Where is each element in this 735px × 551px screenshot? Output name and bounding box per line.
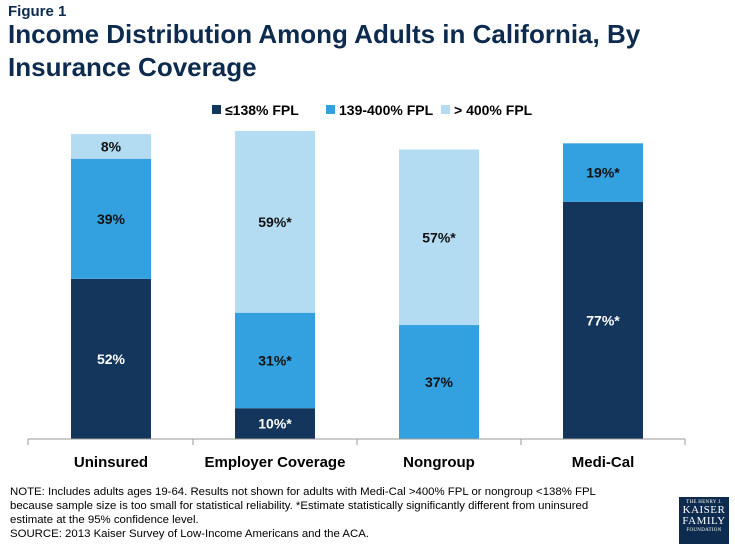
x-axis-ticks	[27, 439, 686, 445]
data-label: 57%*	[422, 229, 456, 245]
x-axis-labels: Uninsured Employer Coverage Nongroup Medi-C…	[74, 454, 634, 471]
legend-swatch-138-fpl	[212, 105, 221, 114]
logo-bottom: FOUNDATION	[686, 528, 722, 533]
data-label: 10%*	[258, 416, 292, 432]
bar-uninsured-139-400-fpl	[71, 158, 151, 279]
bar-employer-coverage-138-fpl	[235, 408, 315, 439]
bars: 52% 39% 8% 10%* 31%* 59%* 37% 57%* 77%* 19%*	[71, 131, 643, 439]
x-tick-label: Medi-Cal	[572, 454, 635, 471]
legend-swatch-139-400-fpl	[326, 105, 335, 114]
kff-logo: THE HENRY J. KAISER FAMILY FOUNDATION	[679, 497, 729, 544]
data-label: 59%*	[258, 214, 292, 230]
bar-medi-cal-138-fpl	[563, 201, 643, 439]
logo-line1: KAISER	[682, 504, 726, 516]
x-tick-label: Nongroup	[403, 454, 475, 471]
legend-swatch-400-fpl	[441, 105, 450, 114]
bar-nongroup-139-400-fpl	[399, 325, 479, 439]
note-text: NOTE: Includes adults ages 19-64. Result…	[10, 486, 596, 526]
legend-label: ≤138% FPL	[225, 102, 299, 118]
bar-employer-coverage-400-fpl	[235, 131, 315, 313]
bar-employer-coverage-139-400-fpl	[235, 312, 315, 409]
data-label: 37%	[425, 374, 454, 390]
x-tick-label: Uninsured	[74, 454, 148, 471]
legend-label: > 400% FPL	[454, 102, 533, 118]
x-tick-label: Employer Coverage	[205, 454, 346, 471]
bar-uninsured-138-fpl	[71, 278, 151, 439]
data-label: 39%	[97, 211, 126, 227]
footnotes: NOTE: Includes adults ages 19-64. Result…	[10, 485, 615, 541]
data-label: 8%	[101, 138, 122, 154]
data-label: 19%*	[586, 165, 620, 181]
logo-top: THE HENRY J.	[686, 500, 722, 505]
legend-label: 139-400% FPL	[339, 102, 434, 118]
logo-line2: FAMILY	[682, 515, 726, 527]
bar-uninsured-400-fpl	[71, 134, 151, 159]
chart: ≤138% FPL 139-400% FPL > 400% FPL 52% 39% 8%…	[27, 102, 686, 471]
source-text: SOURCE: 2013 Kaiser Survey of Low-Income…	[10, 528, 369, 540]
data-label: 77%*	[586, 312, 620, 328]
data-label: 52%	[97, 351, 126, 367]
bar-medi-cal-139-400-fpl	[563, 143, 643, 202]
data-label: 31%*	[258, 352, 292, 368]
chart-title: Income Distribution Among Adults in Cali…	[8, 19, 641, 82]
figure-label: Figure 1	[8, 3, 67, 20]
legend: ≤138% FPL 139-400% FPL > 400% FPL	[212, 102, 533, 118]
bar-nongroup-400-fpl	[399, 149, 479, 326]
